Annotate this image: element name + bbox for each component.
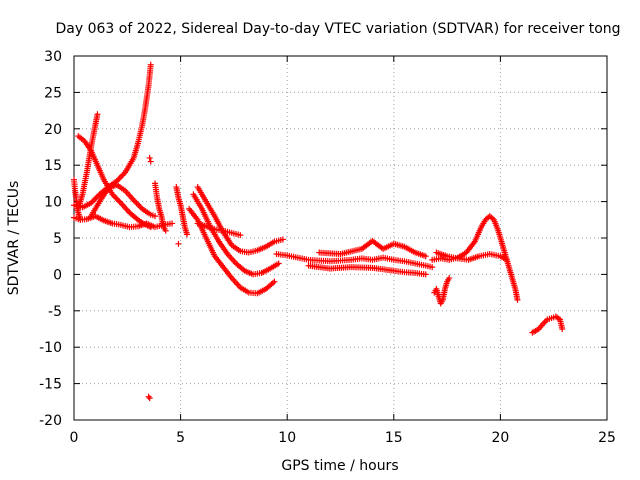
data-point [237,232,244,239]
x-tick-label: 25 [598,430,616,446]
data-point [152,213,159,220]
data-point [116,198,123,205]
data-point [514,296,521,303]
data-point [112,194,119,201]
series-outliers [145,154,182,402]
y-tick-label: 15 [44,158,62,174]
data-point [422,253,429,260]
series-evening-hump [429,213,521,303]
grid [74,56,607,420]
series-midday-lower [305,262,429,278]
data-point [169,220,176,227]
series-drop-17 [431,275,453,307]
x-axis-label: GPS time / hours [281,458,398,474]
series-arc-mid-12 [88,181,159,220]
x-tick-label: 20 [491,430,509,446]
data-point [145,393,152,400]
x-tick-label: 10 [278,430,296,446]
y-tick-label: 25 [44,85,62,101]
data-point [113,195,120,202]
data-point [559,326,566,332]
chart-title: Day 063 of 2022, Sidereal Day-to-day VTE… [55,21,620,37]
y-tick-label: 10 [44,195,62,211]
data-point [147,158,154,165]
data-point [279,236,286,243]
data-points [71,61,566,402]
series-band-6-8 [194,220,244,239]
series-early-cluster [71,176,84,223]
series-dip-lower [186,205,278,297]
data-point [446,275,453,282]
y-tick-label: 5 [53,231,62,247]
data-point [134,201,141,208]
x-tick-label: 5 [176,430,185,446]
axis-ticks [73,55,608,421]
data-point [175,240,182,247]
data-point [422,271,429,278]
series-late-cluster [529,313,566,336]
series-midday-band [273,251,436,271]
data-point [77,216,84,223]
y-tick-label: 20 [44,122,62,138]
data-point [93,194,100,201]
data-point [115,197,122,204]
y-tick-label: -15 [39,377,62,393]
data-point [133,200,140,207]
data-point [117,173,124,180]
data-point [146,395,153,402]
y-tick-label: 0 [53,267,62,283]
y-tick-label: -20 [39,413,62,429]
data-point [503,256,510,263]
data-point [90,197,97,204]
data-point [94,111,101,118]
series-evening-base [433,249,510,263]
plot-frame [73,55,608,421]
data-point [271,278,278,285]
data-point [541,319,548,326]
data-point [146,154,153,161]
series-arc-peak-22 [75,111,101,212]
data-point [162,227,169,234]
data-point [132,198,139,205]
data-point [275,260,282,267]
data-point [183,231,190,238]
data-point [119,172,126,179]
x-tick-label: 15 [385,430,403,446]
series-cluster-5 [173,184,190,238]
data-point [92,195,99,202]
y-tick-label: -5 [48,304,62,320]
data-point [429,264,436,271]
x-tick-label: 0 [70,430,79,446]
x-tick-labels: 0 5 10 15 20 25 [70,430,616,446]
series-cluster-4 [152,180,169,234]
y-tick-label: -10 [39,340,62,356]
data-point [147,61,154,68]
data-point [116,175,123,182]
y-axis-label: SDTVAR / TECUs [6,181,22,296]
y-tick-label: 30 [44,49,62,65]
data-point [136,202,143,209]
series-arc-rising-to-29 [71,61,154,211]
series-midday-upper [316,237,429,260]
y-tick-labels: 30 25 20 15 10 5 0 -5 -10 -15 -20 [39,49,62,429]
